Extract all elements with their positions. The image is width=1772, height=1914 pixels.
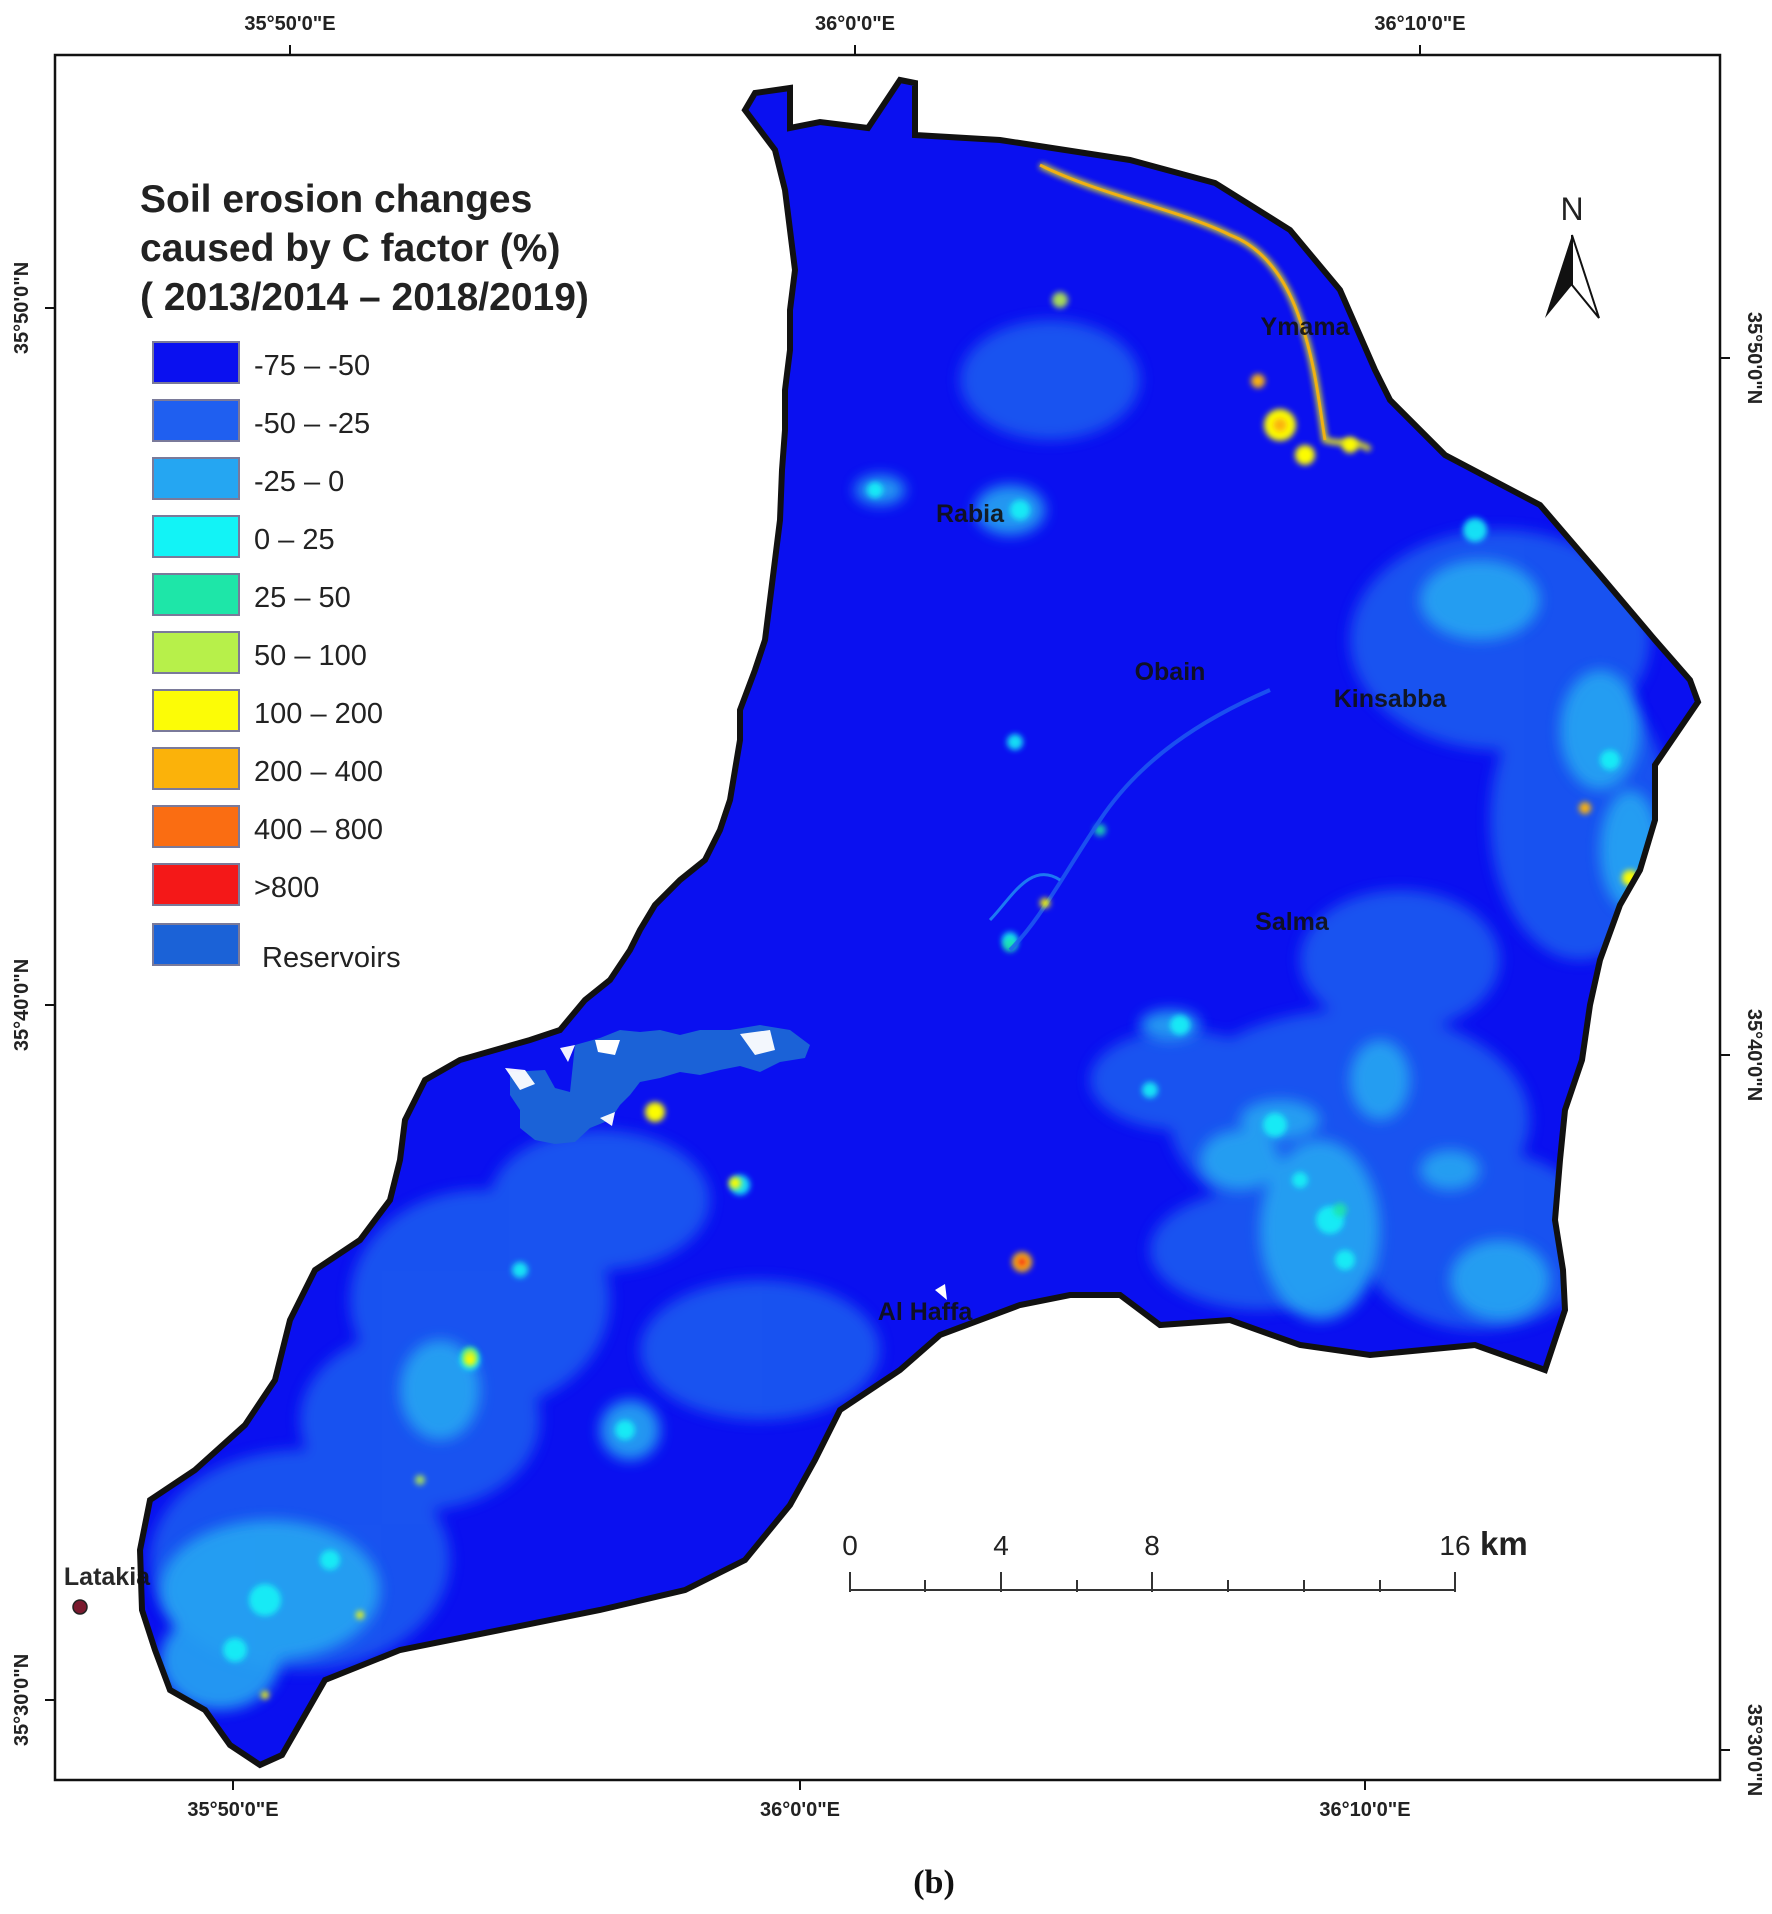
scale-tick-label: 0 [842,1530,858,1561]
bottom-longitude-label: 35°50'0"E [187,1799,278,1821]
legend-title-line: caused by C factor (%) [140,227,560,270]
legend: Soil erosion changes caused by C factor … [140,178,589,974]
left-latitude-label: 35°40'0"N [11,959,33,1051]
legend-swatch [152,457,240,500]
bottom-longitude-label: 36°0'0"E [760,1799,840,1821]
legend-label: -25 – 0 [254,466,344,498]
right-latitude-label: 35°50'0"N [1743,312,1765,404]
legend-label: 50 – 100 [254,640,367,672]
right-latitude-label: 35°40'0"N [1743,1009,1765,1101]
reservoir [510,1025,810,1144]
legend-title-line: ( 2013/2014 – 2018/2019) [140,276,589,319]
left-latitude-label: 35°50'0"N [11,262,33,354]
legend-label: 200 – 400 [254,756,383,788]
legend-swatch [152,689,240,732]
legend-label: >800 [254,872,319,904]
bottom-longitude-label: 36°10'0"E [1319,1799,1410,1821]
top-longitude-label: 36°0'0"E [815,13,895,35]
legend-label: Reservoirs [262,942,401,974]
city-marker-latakia [72,1599,88,1615]
legend-swatch [152,805,240,848]
legend-swatch [152,747,240,790]
legend-label: 100 – 200 [254,698,383,730]
legend-swatch [152,631,240,674]
place-label-obain: Obain [1135,658,1206,686]
place-label-kinsabba: Kinsabba [1334,685,1448,713]
scale-tick-label: 4 [993,1530,1009,1561]
legend-swatch [152,863,240,906]
legend-swatch [152,923,240,966]
right-latitude-label: 35°30'0"N [1743,1704,1765,1796]
scale-tick-label: 8 [1144,1530,1160,1561]
scale-tick-label: 16 [1439,1530,1470,1561]
scale-unit-label: km [1480,1525,1528,1562]
legend-label: 400 – 800 [254,814,383,846]
legend-label: -50 – -25 [254,408,370,440]
legend-label: 25 – 50 [254,582,351,614]
legend-swatch [152,573,240,616]
place-label-ymama: Ymama [1261,313,1351,341]
legend-swatch [152,399,240,442]
legend-swatch [152,341,240,384]
place-label-latakia: Latakia [64,1563,151,1591]
place-label-salma: Salma [1255,908,1330,936]
legend-title-line: Soil erosion changes [140,178,532,221]
top-longitude-label: 35°50'0"E [244,13,335,35]
north-arrow: N [1545,191,1600,319]
place-label-rabia: Rabia [936,500,1005,528]
map-frame [53,53,1722,1782]
legend-swatch [152,515,240,558]
figure-caption: (b) [913,1864,955,1901]
coordinate-ticks [45,45,1730,1790]
scale-bar: 0 4 8 16 km [842,1525,1528,1592]
svg-text:N: N [1560,191,1583,227]
top-longitude-label: 36°10'0"E [1374,13,1465,35]
legend-label: -75 – -50 [254,350,370,382]
left-latitude-label: 35°30'0"N [11,1654,33,1746]
place-label-al-haffa: Al Haffa [878,1298,974,1326]
legend-label: 0 – 25 [254,524,335,556]
